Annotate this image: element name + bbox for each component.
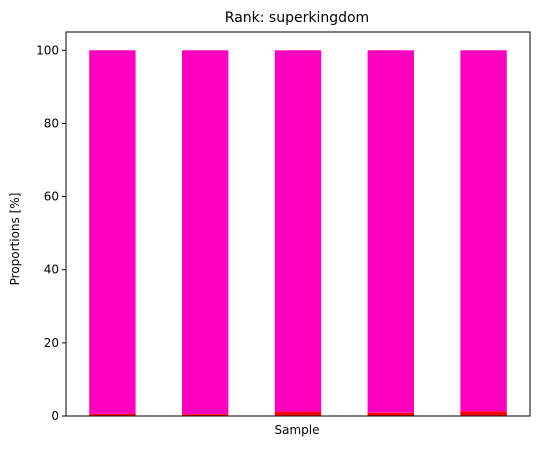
y-tick-label-80: 80 [44, 116, 59, 130]
bar-segment-s1-c5 [460, 411, 506, 416]
y-tick-label-60: 60 [44, 190, 59, 204]
bar-segment-s2-c3 [275, 50, 321, 411]
y-tick-label-40: 40 [44, 263, 59, 277]
bar-segment-s2-c2 [182, 50, 228, 414]
y-axis-label: Proportions [%] [8, 193, 22, 286]
x-axis-label: Sample [275, 423, 320, 437]
bar-segment-s1-c3 [275, 412, 321, 416]
chart-title: Rank: superkingdom [225, 10, 369, 26]
plot-area: 0 20 40 60 80 100 [36, 32, 530, 423]
bar-segment-s2-c5 [460, 50, 506, 411]
y-tick-label-100: 100 [36, 43, 59, 57]
y-tick-label-0: 0 [51, 409, 59, 423]
bar-segment-s2-c4 [368, 50, 414, 412]
y-tick-label-20: 20 [44, 336, 59, 350]
bar-segment-s2-c1 [89, 50, 135, 414]
